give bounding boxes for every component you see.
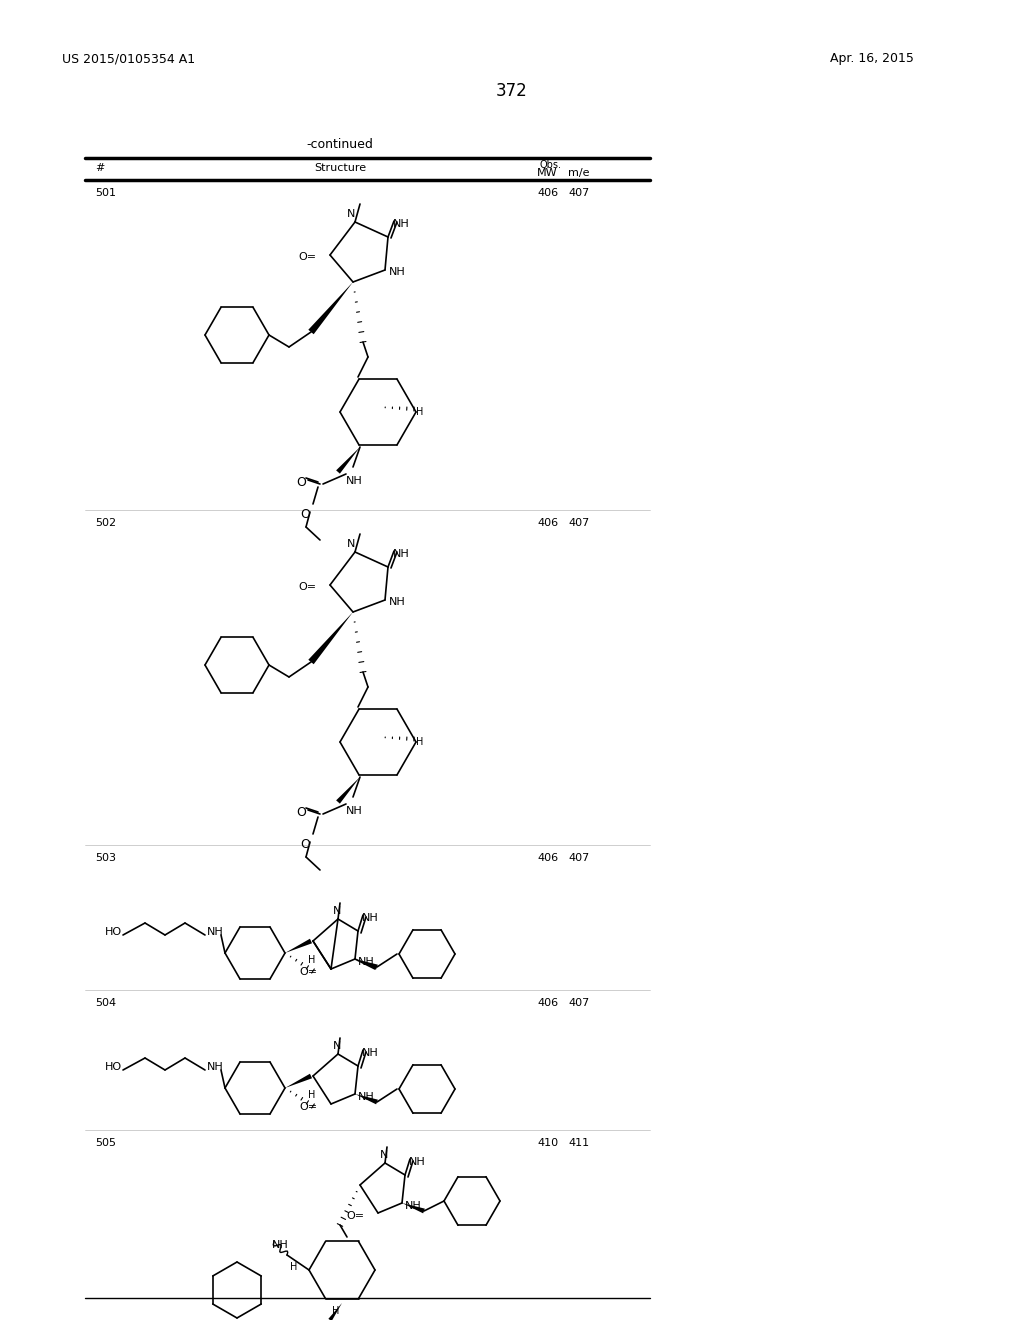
Polygon shape <box>285 939 312 953</box>
Polygon shape <box>308 612 353 664</box>
Text: 505: 505 <box>95 1138 116 1148</box>
Text: O=: O= <box>299 1102 317 1111</box>
Text: m/e: m/e <box>568 168 590 178</box>
Text: NH: NH <box>207 1063 224 1072</box>
Text: NH: NH <box>409 1158 426 1167</box>
Text: O=: O= <box>346 1210 365 1221</box>
Text: Apr. 16, 2015: Apr. 16, 2015 <box>830 51 913 65</box>
Text: H: H <box>290 1262 297 1272</box>
Text: HO: HO <box>105 1063 122 1072</box>
Text: HO: HO <box>105 927 122 937</box>
Text: N: N <box>380 1150 388 1160</box>
Text: N: N <box>347 209 355 219</box>
Text: H: H <box>416 737 423 747</box>
Text: 372: 372 <box>496 82 528 100</box>
Text: O=: O= <box>298 252 316 261</box>
Text: NH: NH <box>362 913 379 923</box>
Polygon shape <box>308 282 353 334</box>
Text: H: H <box>332 1305 339 1316</box>
Text: N: N <box>333 1041 341 1051</box>
Text: 410: 410 <box>537 1138 558 1148</box>
Text: 407: 407 <box>568 853 589 863</box>
Text: NH: NH <box>207 927 224 937</box>
Text: N: N <box>333 906 341 916</box>
Text: 502: 502 <box>95 517 116 528</box>
Text: O: O <box>300 508 310 521</box>
Text: 407: 407 <box>568 998 589 1008</box>
Text: NH: NH <box>272 1239 289 1250</box>
Text: H: H <box>308 954 315 965</box>
Text: NH: NH <box>358 957 375 968</box>
Text: 407: 407 <box>568 187 589 198</box>
Text: NH: NH <box>362 1048 379 1059</box>
Text: O=: O= <box>298 582 316 591</box>
Text: MW: MW <box>537 168 558 178</box>
Text: 406: 406 <box>537 998 558 1008</box>
Text: O: O <box>296 477 306 488</box>
Text: #: # <box>95 162 104 173</box>
Text: 406: 406 <box>537 517 558 528</box>
Text: Obs.: Obs. <box>540 160 562 170</box>
Text: 406: 406 <box>537 187 558 198</box>
Text: O: O <box>300 838 310 851</box>
Polygon shape <box>355 960 378 969</box>
Text: N: N <box>347 539 355 549</box>
Polygon shape <box>285 1073 312 1088</box>
Text: NH: NH <box>346 477 362 486</box>
Text: 406: 406 <box>537 853 558 863</box>
Polygon shape <box>355 1094 378 1105</box>
Text: H: H <box>308 1090 315 1100</box>
Text: 504: 504 <box>95 998 116 1008</box>
Text: NH: NH <box>389 597 406 607</box>
Text: NH: NH <box>393 549 410 558</box>
Text: US 2015/0105354 A1: US 2015/0105354 A1 <box>62 51 196 65</box>
Polygon shape <box>329 1303 342 1320</box>
Text: -continued: -continued <box>306 139 374 150</box>
Polygon shape <box>402 1203 425 1213</box>
Text: O=: O= <box>299 968 317 977</box>
Text: O: O <box>296 807 306 818</box>
Text: NH: NH <box>406 1201 422 1210</box>
Polygon shape <box>336 447 360 474</box>
Text: Structure: Structure <box>314 162 366 173</box>
Text: NH: NH <box>358 1092 375 1102</box>
Text: NH: NH <box>389 267 406 277</box>
Text: 407: 407 <box>568 517 589 528</box>
Text: 411: 411 <box>568 1138 589 1148</box>
Text: NH: NH <box>346 807 362 816</box>
Text: NH: NH <box>393 219 410 228</box>
Text: H: H <box>416 407 423 417</box>
Text: 501: 501 <box>95 187 116 198</box>
Text: 503: 503 <box>95 853 116 863</box>
Polygon shape <box>336 777 360 804</box>
